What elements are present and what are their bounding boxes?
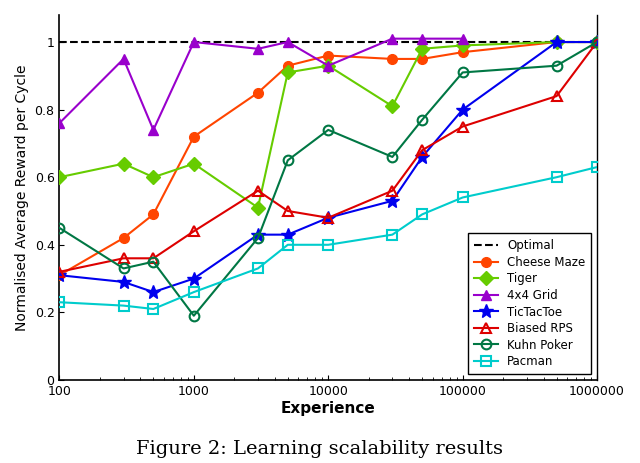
Cheese Maze (120, 235, 127, 241)
Biased RPS (419, 147, 426, 153)
TicTacToe (419, 154, 426, 160)
Kuhn Poker (254, 235, 262, 241)
Cheese Maze (419, 56, 426, 62)
Biased RPS (459, 124, 467, 129)
4x4 Grid (120, 56, 127, 62)
Biased RPS (190, 228, 198, 234)
Tiger (553, 39, 561, 45)
Biased RPS (553, 94, 561, 99)
Tiger (254, 205, 262, 210)
Pacman (419, 212, 426, 217)
TicTacToe (459, 107, 467, 113)
Cheese Maze (459, 50, 467, 55)
Cheese Maze (553, 39, 561, 45)
Y-axis label: Normalised Average Reward per Cycle: Normalised Average Reward per Cycle (15, 64, 29, 331)
Kuhn Poker (56, 225, 63, 231)
Line: Biased RPS: Biased RPS (54, 37, 602, 277)
Pacman (593, 164, 601, 170)
Line: Cheese Maze: Cheese Maze (54, 37, 602, 280)
Text: Figure 2: Learning scalability results: Figure 2: Learning scalability results (136, 440, 504, 458)
Pacman (56, 300, 63, 305)
X-axis label: Experience: Experience (281, 400, 376, 416)
Cheese Maze (254, 90, 262, 95)
TicTacToe (150, 289, 157, 295)
Biased RPS (56, 269, 63, 275)
Biased RPS (324, 215, 332, 220)
TicTacToe (120, 279, 127, 285)
Tiger (459, 43, 467, 48)
Pacman (388, 232, 396, 238)
Pacman (324, 242, 332, 248)
Kuhn Poker (388, 154, 396, 160)
Biased RPS (593, 39, 601, 45)
TicTacToe (553, 39, 561, 45)
TicTacToe (324, 215, 332, 220)
Cheese Maze (150, 212, 157, 217)
Kuhn Poker (284, 157, 292, 163)
Kuhn Poker (324, 127, 332, 133)
Tiger (593, 39, 601, 45)
Kuhn Poker (120, 266, 127, 271)
Tiger (284, 69, 292, 75)
Line: 4x4 Grid: 4x4 Grid (54, 34, 467, 135)
Pacman (120, 303, 127, 308)
Pacman (459, 195, 467, 200)
4x4 Grid (419, 36, 426, 41)
Tiger (388, 103, 396, 109)
Tiger (150, 175, 157, 180)
Cheese Maze (56, 272, 63, 278)
Line: Kuhn Poker: Kuhn Poker (54, 37, 602, 320)
Kuhn Poker (553, 63, 561, 69)
Kuhn Poker (419, 117, 426, 123)
Tiger (56, 175, 63, 180)
Pacman (553, 175, 561, 180)
Kuhn Poker (459, 69, 467, 75)
Pacman (254, 266, 262, 271)
Pacman (150, 306, 157, 312)
Tiger (324, 63, 332, 69)
Kuhn Poker (190, 313, 198, 319)
Cheese Maze (190, 134, 198, 139)
TicTacToe (190, 276, 198, 282)
TicTacToe (388, 198, 396, 204)
Cheese Maze (388, 56, 396, 62)
Biased RPS (254, 188, 262, 194)
Biased RPS (150, 256, 157, 261)
Tiger (419, 46, 426, 51)
TicTacToe (284, 232, 292, 238)
Biased RPS (284, 208, 292, 214)
Line: Pacman: Pacman (54, 162, 602, 314)
4x4 Grid (284, 39, 292, 45)
4x4 Grid (324, 63, 332, 69)
Pacman (284, 242, 292, 248)
4x4 Grid (254, 46, 262, 51)
Line: TicTacToe: TicTacToe (52, 35, 604, 299)
Cheese Maze (284, 63, 292, 69)
Kuhn Poker (593, 39, 601, 45)
TicTacToe (56, 272, 63, 278)
Tiger (190, 161, 198, 167)
Tiger (120, 161, 127, 167)
Kuhn Poker (150, 259, 157, 264)
TicTacToe (254, 232, 262, 238)
4x4 Grid (190, 39, 198, 45)
Cheese Maze (324, 53, 332, 58)
4x4 Grid (459, 36, 467, 41)
TicTacToe (593, 39, 601, 45)
Legend: Optimal, Cheese Maze, Tiger, 4x4 Grid, TicTacToe, Biased RPS, Kuhn Poker, Pacman: Optimal, Cheese Maze, Tiger, 4x4 Grid, T… (468, 233, 591, 374)
Cheese Maze (593, 39, 601, 45)
Pacman (190, 289, 198, 295)
4x4 Grid (56, 120, 63, 126)
Biased RPS (120, 256, 127, 261)
Biased RPS (388, 188, 396, 194)
4x4 Grid (388, 36, 396, 41)
4x4 Grid (150, 127, 157, 133)
Line: Tiger: Tiger (54, 37, 602, 213)
